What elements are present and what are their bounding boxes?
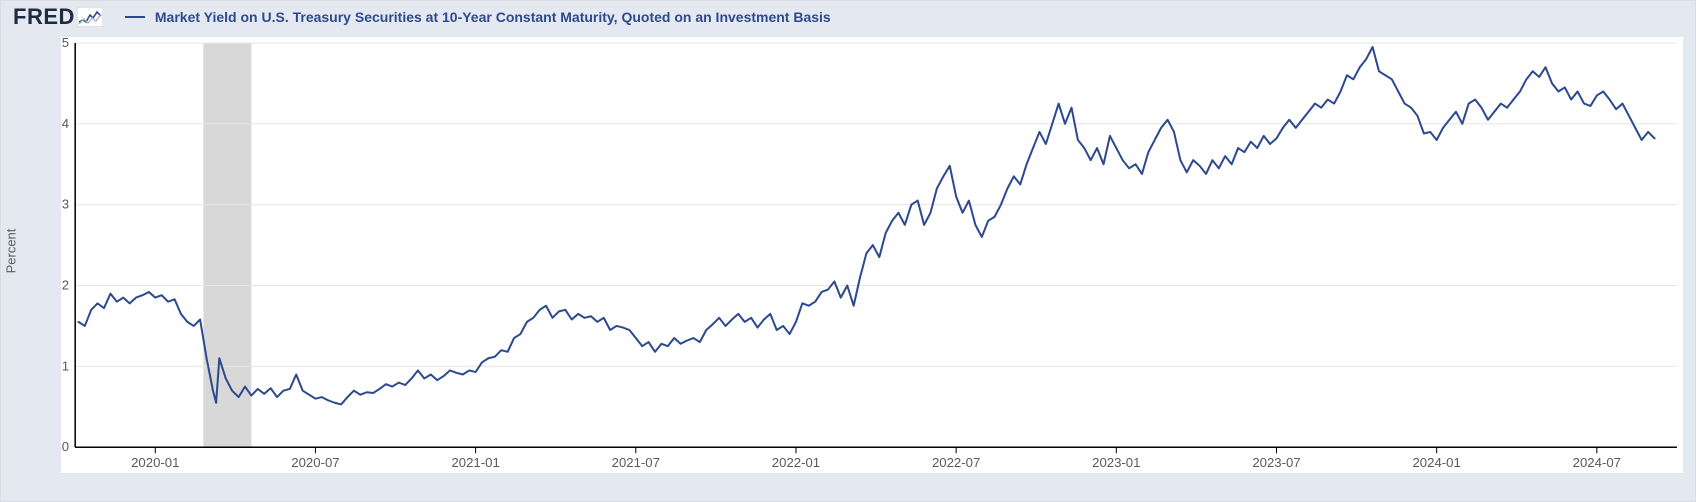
y-tick-label: 1: [62, 358, 69, 373]
x-tick-label: 2022-01: [772, 455, 820, 470]
x-tick-label: 2021-07: [612, 455, 660, 470]
y-tick-label: 5: [62, 37, 69, 50]
y-tick-label: 3: [62, 197, 69, 212]
series-title: Market Yield on U.S. Treasury Securities…: [155, 9, 831, 25]
x-tick-label: 2021-01: [451, 455, 499, 470]
x-tick-label: 2024-07: [1573, 455, 1621, 470]
fred-logo-text: FRED: [13, 4, 75, 30]
fred-logo: FRED: [13, 4, 103, 30]
x-tick-label: 2024-01: [1412, 455, 1460, 470]
x-tick-label: 2023-01: [1092, 455, 1140, 470]
chart-svg: 0 1 2 3 4 5 2020-01 2020-07 2021-01 2021-07 2022-0…: [61, 37, 1683, 473]
chart-header: FRED Market Yield on U.S. Treasury Secur…: [1, 1, 1695, 33]
plot-area: 0 1 2 3 4 5 2020-01 2020-07 2021-01 2021-07 2022-0…: [61, 37, 1683, 473]
chart-container: FRED Market Yield on U.S. Treasury Secur…: [0, 0, 1696, 502]
y-axis-label: Percent: [4, 229, 19, 274]
x-tick-label: 2023-07: [1252, 455, 1300, 470]
legend-line-swatch: [125, 16, 145, 18]
fred-logo-icon: [77, 7, 103, 27]
x-tick-label: 2022-07: [932, 455, 980, 470]
y-tick-label: 4: [62, 116, 69, 131]
y-tick-label: 2: [62, 278, 69, 293]
x-tick-label: 2020-07: [291, 455, 339, 470]
x-tick-label: 2020-01: [131, 455, 179, 470]
y-tick-label: 0: [62, 439, 69, 454]
